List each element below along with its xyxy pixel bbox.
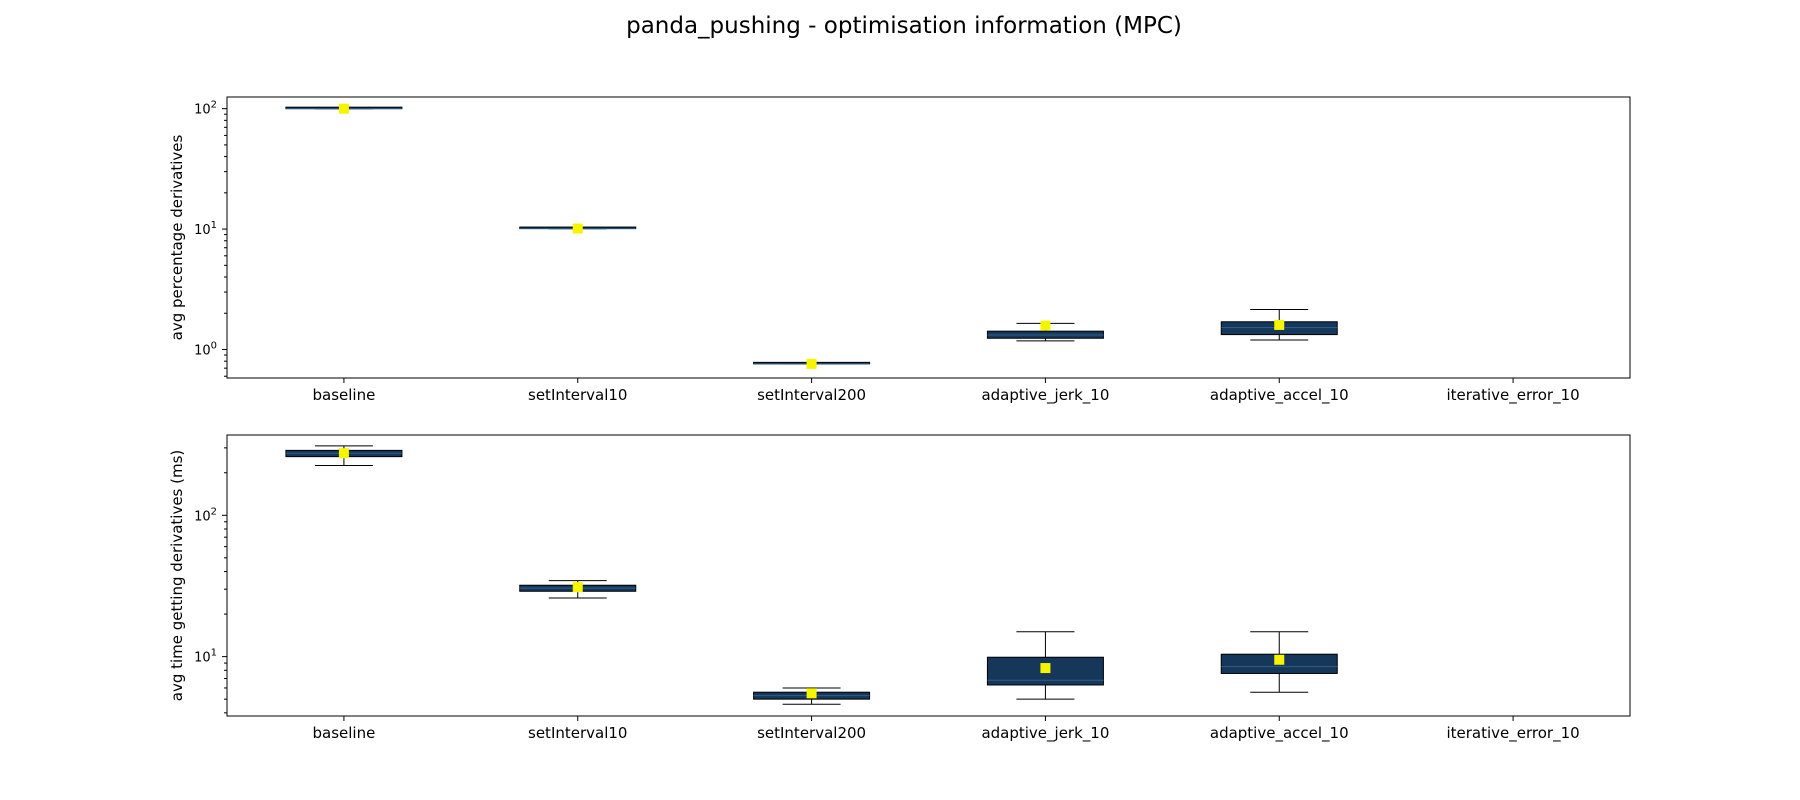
y-axis-label: avg time getting derivatives (ms) — [168, 450, 186, 702]
box-baseline — [285, 103, 403, 114]
xtick-label: adaptive_accel_10 — [1210, 386, 1349, 405]
panel-time-getting-derivatives: 101 102 avg time getting derivatives (ms) b… — [168, 434, 1631, 743]
mean-marker — [1040, 663, 1051, 674]
xtick-label: adaptive_jerk_10 — [981, 724, 1109, 743]
xtick-label: baseline — [313, 724, 376, 742]
plot-area-frame — [226, 434, 1631, 717]
y-axis-label: avg percentage derivatives — [168, 135, 186, 341]
panel-percentage-derivatives: 100 101 102 avg percentage derivatives basel… — [168, 96, 1631, 405]
xtick-label: iterative_error_10 — [1446, 386, 1579, 405]
mean-marker — [1040, 320, 1051, 331]
mean-marker — [572, 582, 583, 593]
xtick-label: adaptive_accel_10 — [1210, 724, 1349, 743]
box-adaptive_jerk_10 — [986, 320, 1104, 342]
xtick-label: setInterval10 — [528, 386, 627, 404]
mean-marker — [338, 448, 349, 459]
ytick-label: 101 — [194, 648, 217, 666]
box-adaptive_accel_10 — [1220, 308, 1338, 341]
ytick-label: 102 — [194, 506, 217, 524]
xtick-label: setInterval10 — [528, 724, 627, 742]
box-setInterval10 — [519, 223, 637, 234]
ytick-label: 101 — [194, 220, 217, 238]
mean-marker — [806, 688, 817, 699]
mean-marker — [1274, 654, 1285, 665]
box-adaptive_accel_10 — [1220, 631, 1338, 693]
box-setInterval200 — [753, 358, 871, 369]
ytick-label: 102 — [194, 100, 217, 118]
xtick-label: adaptive_jerk_10 — [981, 386, 1109, 405]
xtick-label: setInterval200 — [757, 386, 866, 404]
xtick-label: baseline — [313, 386, 376, 404]
box-setInterval10 — [519, 580, 637, 599]
ytick-label: 100 — [194, 341, 217, 359]
box-baseline — [285, 445, 403, 467]
figure-title: panda_pushing - optimisation information… — [626, 13, 1182, 39]
xtick-label: iterative_error_10 — [1446, 724, 1579, 743]
box-adaptive_jerk_10 — [986, 631, 1104, 700]
mean-marker — [1274, 319, 1285, 330]
plot-area-frame — [226, 96, 1631, 379]
box-setInterval200 — [753, 687, 871, 705]
xtick-label: setInterval200 — [757, 724, 866, 742]
mean-marker — [806, 358, 817, 369]
mean-marker — [338, 103, 349, 114]
mean-marker — [572, 223, 583, 234]
